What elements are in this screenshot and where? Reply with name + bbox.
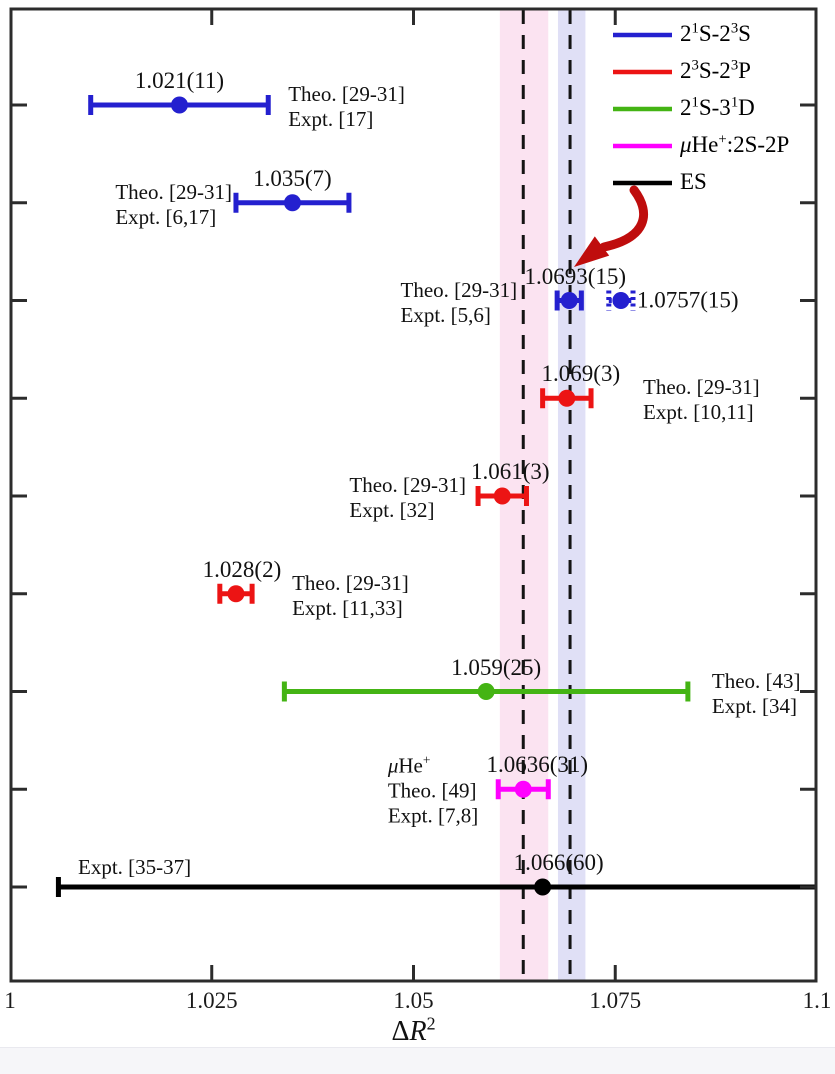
point-marker (612, 292, 630, 309)
point-marker (534, 878, 552, 896)
curved-arrow-icon (599, 185, 648, 252)
point-marker (227, 585, 245, 603)
point-marker (558, 389, 576, 407)
band-helium-band (557, 9, 586, 981)
page-bottom-strip (0, 1047, 835, 1074)
point-marker (477, 683, 495, 700)
point-marker (514, 780, 532, 798)
point-marker (170, 96, 188, 114)
point-marker (560, 292, 578, 309)
arrow-head-icon (574, 236, 610, 267)
point-marker (493, 487, 511, 505)
point-marker (283, 194, 301, 212)
plot-border (9, 7, 818, 983)
